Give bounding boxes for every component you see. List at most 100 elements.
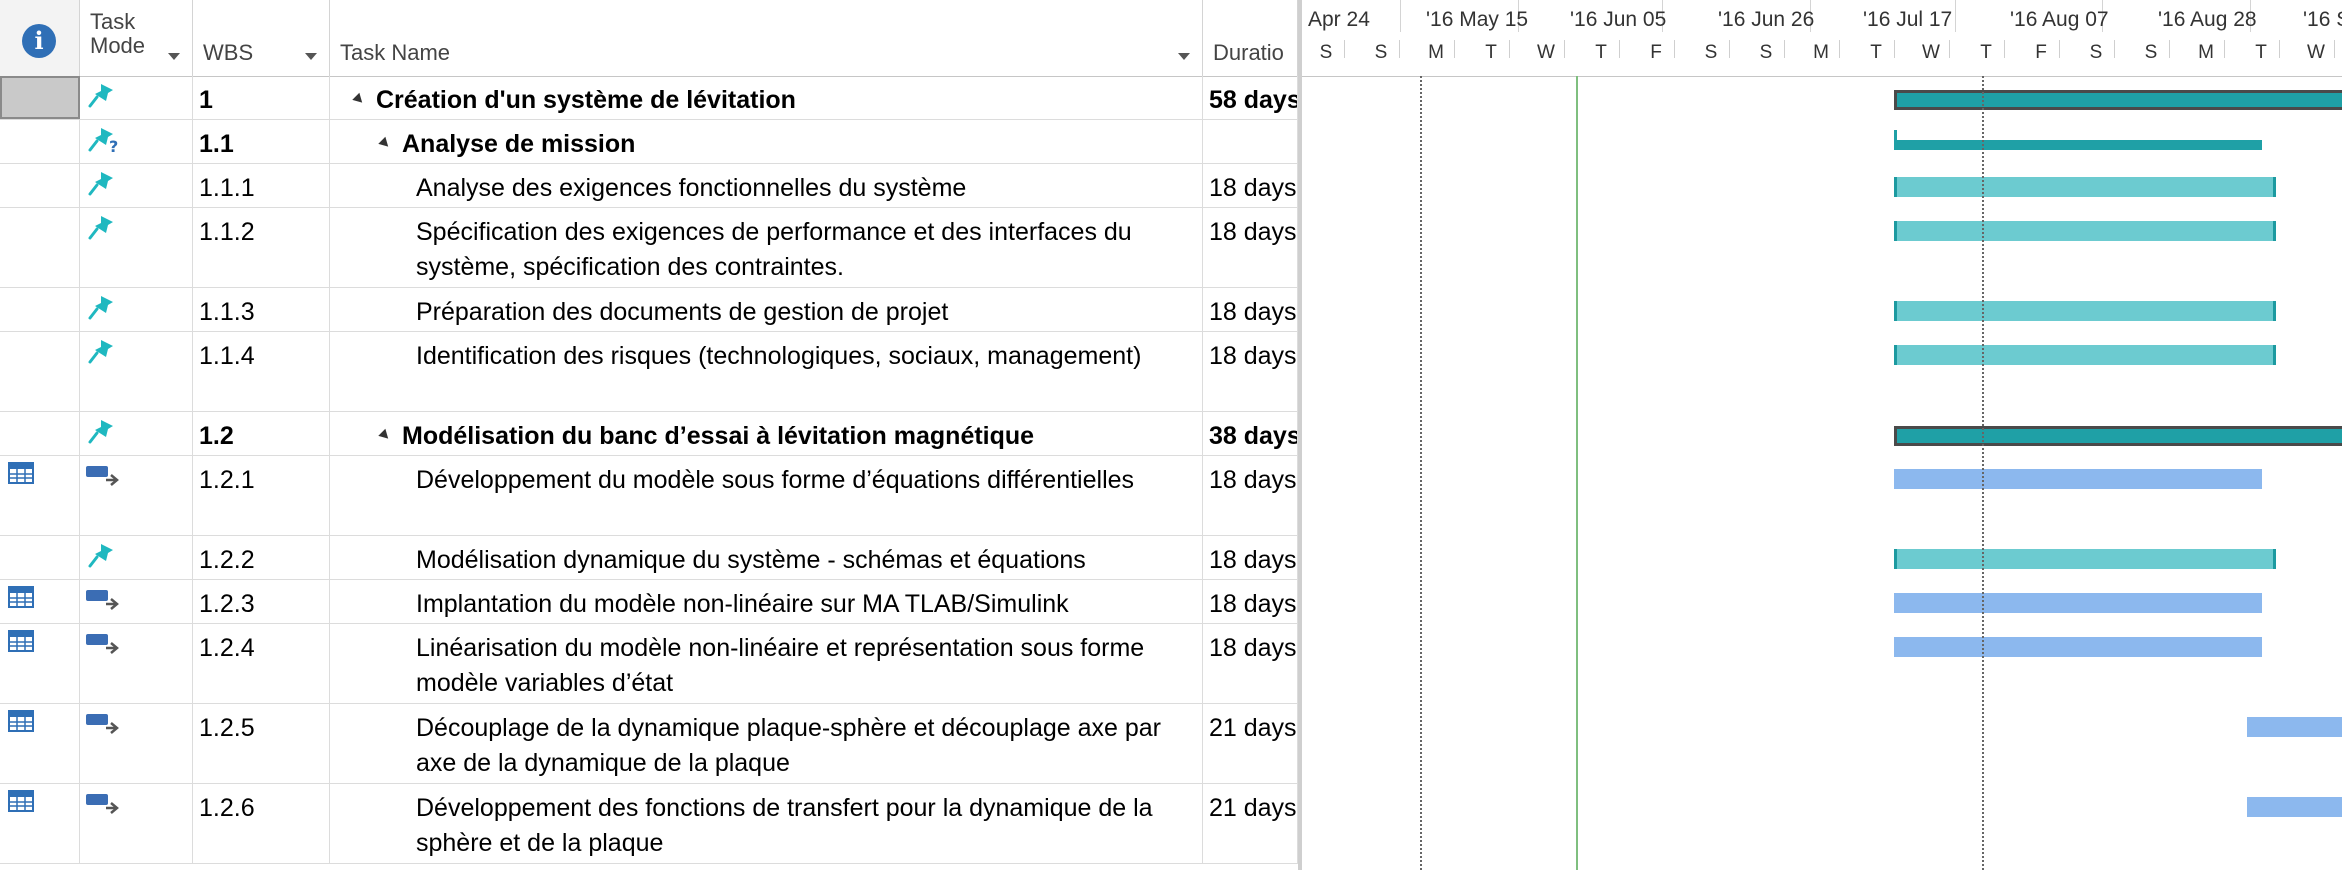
chevron-down-icon[interactable] xyxy=(168,53,180,60)
wbs-cell[interactable]: 1.1.3 xyxy=(193,288,330,331)
table-row[interactable]: 1.2 Modélisation du banc d’essai à lévita… xyxy=(0,412,1298,456)
task-name-column-header[interactable]: Task Name xyxy=(330,0,1203,76)
manual-task-bar[interactable] xyxy=(1894,177,2277,197)
collapse-triangle-icon[interactable] xyxy=(378,428,392,443)
duration-cell[interactable]: 21 days xyxy=(1203,784,1298,863)
collapse-triangle-icon[interactable] xyxy=(352,92,366,107)
task-name-cell[interactable]: Analyse de mission xyxy=(330,120,1203,163)
wbs-cell[interactable]: 1.1.2 xyxy=(193,208,330,287)
wbs-column-header[interactable]: WBS xyxy=(193,0,330,76)
task-bar[interactable] xyxy=(1894,637,2262,657)
wbs-cell[interactable]: 1.2.4 xyxy=(193,624,330,703)
manual-task-bar[interactable] xyxy=(1894,549,2277,569)
duration-column-header[interactable]: Duratio xyxy=(1203,0,1298,76)
table-row[interactable]: ? 1.1 Analyse de mission xyxy=(0,120,1298,164)
indicator-cell[interactable] xyxy=(0,288,80,331)
task-mode-cell[interactable] xyxy=(80,536,193,579)
task-name-cell[interactable]: Linéarisation du modèle non-linéaire et … xyxy=(330,624,1203,703)
task-name-cell[interactable]: Développement du modèle sous forme d’équ… xyxy=(330,456,1203,535)
task-bar[interactable] xyxy=(1894,593,2262,613)
table-row[interactable]: 1.2.1 Développement du modèle sous forme … xyxy=(0,456,1298,536)
task-mode-cell[interactable] xyxy=(80,456,193,535)
duration-cell[interactable]: 18 days xyxy=(1203,456,1298,535)
duration-cell[interactable]: 38 days xyxy=(1203,412,1298,455)
wbs-cell[interactable]: 1.1.1 xyxy=(193,164,330,207)
task-mode-cell[interactable] xyxy=(80,784,193,863)
duration-cell[interactable]: 18 days xyxy=(1203,332,1298,411)
wbs-cell[interactable]: 1.1 xyxy=(193,120,330,163)
table-row[interactable]: 1.2.4 Linéarisation du modèle non-linéair… xyxy=(0,624,1298,704)
manual-task-bar[interactable] xyxy=(1894,221,2277,241)
task-name-cell[interactable]: Modélisation dynamique du système - sché… xyxy=(330,536,1203,579)
wbs-cell[interactable]: 1.2.5 xyxy=(193,704,330,783)
manual-task-bar[interactable] xyxy=(1894,301,2277,321)
wbs-cell[interactable]: 1.1.4 xyxy=(193,332,330,411)
task-mode-column-header[interactable]: Task Mode xyxy=(80,0,193,76)
indicator-cell[interactable] xyxy=(0,624,80,703)
indicator-cell[interactable] xyxy=(0,412,80,455)
table-row[interactable]: 1.2.5 Découplage de la dynamique plaque-s… xyxy=(0,704,1298,784)
table-row[interactable]: 1.2.6 Développement des fonctions de tran… xyxy=(0,784,1298,864)
indicator-cell[interactable] xyxy=(0,164,80,207)
indicator-cell[interactable] xyxy=(0,784,80,863)
table-row[interactable]: 1 Création d'un système de lévitation 58 d… xyxy=(0,76,1298,120)
duration-cell[interactable] xyxy=(1203,120,1298,163)
task-bar[interactable] xyxy=(1894,469,2262,489)
table-row[interactable]: 1.1.3 Préparation des documents de gestio… xyxy=(0,288,1298,332)
task-mode-cell[interactable]: ? xyxy=(80,120,193,163)
task-mode-cell[interactable] xyxy=(80,332,193,411)
chevron-down-icon[interactable] xyxy=(1178,53,1190,60)
summary-bar[interactable] xyxy=(1894,426,2342,446)
task-name-cell[interactable]: Préparation des documents de gestion de … xyxy=(330,288,1203,331)
indicator-cell[interactable] xyxy=(0,580,80,623)
duration-cell[interactable]: 18 days xyxy=(1203,208,1298,287)
summary-bar[interactable] xyxy=(1894,90,2342,110)
indicator-cell[interactable] xyxy=(0,456,80,535)
collapse-triangle-icon[interactable] xyxy=(378,136,392,151)
indicator-cell[interactable] xyxy=(0,76,80,119)
task-name-cell[interactable]: Découplage de la dynamique plaque-sphère… xyxy=(330,704,1203,783)
duration-cell[interactable]: 18 days xyxy=(1203,288,1298,331)
task-mode-cell[interactable] xyxy=(80,208,193,287)
task-mode-cell[interactable] xyxy=(80,288,193,331)
table-row[interactable]: 1.2.3 Implantation du modèle non-linéaire… xyxy=(0,580,1298,624)
task-mode-cell[interactable] xyxy=(80,412,193,455)
table-row[interactable]: 1.1.4 Identification des risques (technol… xyxy=(0,332,1298,412)
wbs-cell[interactable]: 1.2 xyxy=(193,412,330,455)
task-name-cell[interactable]: Identification des risques (technologiqu… xyxy=(330,332,1203,411)
duration-cell[interactable]: 18 days xyxy=(1203,164,1298,207)
task-bar[interactable] xyxy=(2246,797,2342,817)
wbs-cell[interactable]: 1.2.1 xyxy=(193,456,330,535)
task-name-cell[interactable]: Développement des fonctions de transfert… xyxy=(330,784,1203,863)
task-name-cell[interactable]: Implantation du modèle non-linéaire sur … xyxy=(330,580,1203,623)
duration-cell[interactable]: 58 days xyxy=(1203,76,1298,119)
table-row[interactable]: 1.1.1 Analyse des exigences fonctionnelle… xyxy=(0,164,1298,208)
task-mode-cell[interactable] xyxy=(80,624,193,703)
task-name-cell[interactable]: Modélisation du banc d’essai à lévitatio… xyxy=(330,412,1203,455)
chevron-down-icon[interactable] xyxy=(305,53,317,60)
task-bar[interactable] xyxy=(2246,717,2342,737)
indicator-cell[interactable] xyxy=(0,332,80,411)
table-row[interactable]: 1.1.2 Spécification des exigences de perf… xyxy=(0,208,1298,288)
duration-cell[interactable]: 21 days xyxy=(1203,704,1298,783)
indicator-cell[interactable] xyxy=(0,208,80,287)
task-name-cell[interactable]: Analyse des exigences fonctionnelles du … xyxy=(330,164,1203,207)
manual-task-bar[interactable] xyxy=(1894,345,2277,365)
task-name-cell[interactable]: Création d'un système de lévitation xyxy=(330,76,1203,119)
task-mode-cell[interactable] xyxy=(80,164,193,207)
indicator-cell[interactable] xyxy=(0,704,80,783)
wbs-cell[interactable]: 1 xyxy=(193,76,330,119)
indicator-cell[interactable] xyxy=(0,120,80,163)
wbs-cell[interactable]: 1.2.2 xyxy=(193,536,330,579)
duration-cell[interactable]: 18 days xyxy=(1203,580,1298,623)
duration-cell[interactable]: 18 days xyxy=(1203,536,1298,579)
task-mode-cell[interactable] xyxy=(80,580,193,623)
task-mode-cell[interactable] xyxy=(80,76,193,119)
indicators-column-header[interactable]: i xyxy=(0,0,80,76)
duration-cell[interactable]: 18 days xyxy=(1203,624,1298,703)
table-row[interactable]: 1.2.2 Modélisation dynamique du système -… xyxy=(0,536,1298,580)
task-mode-cell[interactable] xyxy=(80,704,193,783)
wbs-cell[interactable]: 1.2.3 xyxy=(193,580,330,623)
wbs-cell[interactable]: 1.2.6 xyxy=(193,784,330,863)
task-name-cell[interactable]: Spécification des exigences de performan… xyxy=(330,208,1203,287)
